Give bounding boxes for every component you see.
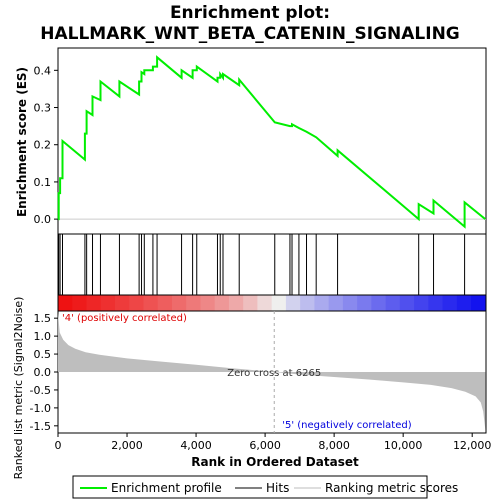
chart-title-line1: Enrichment plot: [170, 3, 330, 23]
hit-lines [58, 234, 466, 295]
rank-color-segment [456, 295, 472, 311]
x-tick-label: 10,000 [384, 439, 423, 452]
legend: Enrichment profile Hits Ranking metric s… [72, 475, 458, 499]
rank-color-segment [257, 295, 273, 311]
positive-correlation-label: '4' (positively correlated) [62, 313, 187, 324]
rank-color-segment [285, 295, 301, 311]
rank-color-segment [271, 295, 287, 311]
rank-color-segment [243, 295, 258, 311]
es-panel-frame [57, 47, 487, 235]
x-tick-label: 8,000 [318, 439, 350, 452]
rank-color-segment [171, 295, 187, 311]
metric-tick-label: 1.0 [34, 330, 52, 343]
x-tick-label: 12,000 [453, 439, 492, 452]
rank-color-segment [342, 295, 358, 311]
metric-tick-label: -1.5 [30, 420, 51, 433]
rank-color-segment [86, 295, 102, 311]
x-tick-label: 0 [55, 439, 62, 452]
legend-metric-label: Ranking metric scores [325, 481, 458, 495]
rank-color-segment [143, 295, 159, 311]
rank-color-segment [200, 295, 216, 311]
legend-enrichment-label: Enrichment profile [111, 481, 222, 495]
metric-tick-label: -0.5 [30, 384, 51, 397]
es-ticks: 0.0 0.1 0.2 0.3 0.4 [34, 64, 58, 226]
metric-y-axis-label: Ranked list metric (Signal2Noise) [12, 297, 25, 480]
metric-panel: 1.5 1.0 0.5 0.0 -0.5 -1.0 -1.5 Zero cross at 6… [12, 297, 487, 480]
rank-color-segment [72, 295, 87, 311]
rank-color-segment [399, 295, 415, 311]
rank-color-segment [328, 295, 344, 311]
rank-color-segment [371, 295, 387, 311]
negative-correlation-label: '5' (negatively correlated) [282, 420, 411, 431]
rank-color-segment [357, 295, 372, 311]
rank-color-segment [114, 295, 130, 311]
es-tick-label: 0.3 [34, 102, 52, 115]
hits-panel [57, 233, 487, 296]
x-tick-label: 4,000 [180, 439, 212, 452]
es-tick-label: 0.0 [34, 213, 52, 226]
legend-frame [72, 475, 428, 499]
rank-color-segment [442, 295, 458, 311]
es-tick-label: 0.2 [34, 139, 52, 152]
rank-color-segment [471, 295, 486, 311]
rank-color-segment [428, 295, 444, 311]
rank-color-segment [300, 295, 315, 311]
rank-color-segment [157, 295, 173, 311]
x-tick-label: 6,000 [249, 439, 281, 452]
x-tick-label: 2,000 [111, 439, 143, 452]
rank-color-segment [186, 295, 201, 311]
hits-panel-frame [57, 233, 487, 296]
chart-title-line2: HALLMARK_WNT_BETA_CATENIN_SIGNALING [40, 24, 460, 44]
metric-area [58, 312, 486, 430]
rank-color-segment [58, 295, 73, 311]
x-axis-label: Rank in Ordered Dataset [191, 455, 359, 469]
es-y-axis-label: Enrichment score (ES) [15, 67, 29, 217]
zero-cross-label: Zero cross at 6265 [227, 368, 321, 379]
rank-color-segment [414, 295, 429, 311]
rank-color-segment [385, 295, 401, 311]
rank-color-segment [228, 295, 244, 311]
x-axis-ticks: 0 2,000 4,000 6,000 8,000 10,000 12,000 [55, 433, 492, 452]
rank-color-segment [214, 295, 230, 311]
metric-tick-label: 1.5 [34, 312, 52, 325]
metric-tick-label: -1.0 [30, 402, 51, 415]
legend-hits-label: Hits [266, 481, 289, 495]
es-tick-label: 0.4 [34, 64, 52, 77]
es-curve [57, 55, 486, 229]
rank-color-segment [314, 295, 330, 311]
rank-color-segment [100, 295, 116, 311]
metric-tick-label: 0.0 [34, 366, 52, 379]
metric-ticks: 1.5 1.0 0.5 0.0 -0.5 -1.0 -1.5 [30, 312, 58, 433]
rank-color-bar [57, 294, 487, 312]
es-panel: 0.0 0.1 0.2 0.3 0.4 Enrichment score (ES) [15, 47, 487, 235]
rank-color-segment [129, 295, 144, 311]
es-tick-label: 0.1 [34, 176, 52, 189]
metric-tick-label: 0.5 [34, 348, 52, 361]
